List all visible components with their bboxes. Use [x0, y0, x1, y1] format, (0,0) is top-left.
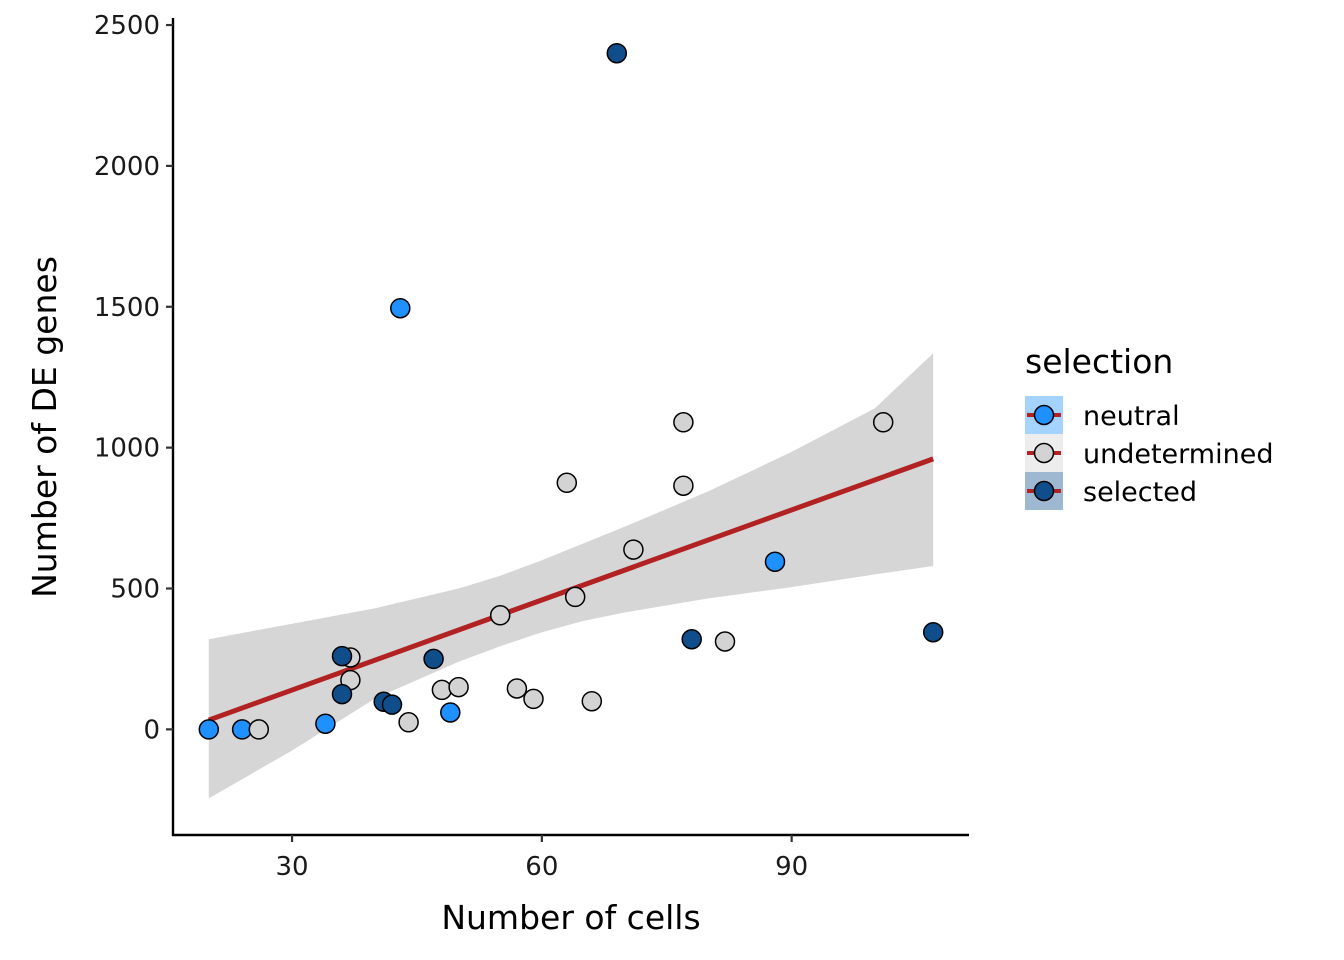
series-neutral: [198, 297, 786, 740]
data-point-neutral: [440, 702, 461, 723]
data-point-selected: [606, 42, 628, 64]
legend-item-undetermined: undetermined: [1025, 434, 1273, 472]
data-point-undetermined: [248, 719, 270, 740]
legend-label: undetermined: [1083, 439, 1273, 470]
data-point-undetermined: [398, 712, 419, 733]
series-selected: [331, 42, 944, 715]
data-point-undetermined: [556, 472, 578, 494]
data-point-neutral: [198, 719, 220, 740]
y-tick-label: 2500: [94, 11, 160, 41]
legend: selection neutral undetermined selected: [1025, 342, 1273, 510]
data-point-selected: [922, 621, 944, 643]
legend-label: selected: [1083, 477, 1197, 508]
y-tick-label: 1000: [94, 434, 160, 464]
data-point-undetermined: [714, 631, 736, 652]
legend-item-selected: selected: [1025, 472, 1197, 510]
data-point-selected: [331, 645, 353, 667]
plot-area: [198, 42, 944, 799]
legend-items: neutral undetermined selected: [1025, 396, 1273, 510]
data-point-undetermined: [872, 412, 894, 433]
series-undetermined: [248, 412, 894, 740]
data-point-undetermined: [506, 678, 528, 699]
data-point-undetermined: [489, 605, 511, 626]
legend-label: neutral: [1083, 401, 1180, 432]
data-point-undetermined: [448, 676, 469, 698]
data-point-neutral: [390, 297, 411, 319]
axes: 0 500 1000 1500 2000 2500 30 60 90: [94, 11, 969, 882]
legend-key-point: [1033, 404, 1055, 426]
x-axis-title: Number of cells: [441, 898, 700, 937]
x-axis-ticks: 30 60 90: [276, 835, 808, 882]
data-point-undetermined: [431, 679, 453, 701]
y-axis-ticks: 0 500 1000 1500 2000 2500: [94, 11, 173, 745]
data-point-undetermined: [564, 586, 586, 608]
data-point-undetermined: [673, 412, 694, 433]
x-tick-label: 90: [775, 852, 808, 882]
y-tick-label: 500: [110, 574, 160, 604]
legend-key-point: [1033, 442, 1055, 464]
data-point-undetermined: [523, 688, 544, 710]
x-tick-label: 30: [276, 852, 309, 882]
legend-key-point: [1033, 480, 1055, 502]
y-tick-label: 1500: [94, 293, 160, 323]
data-point-neutral: [764, 551, 786, 572]
data-point-selected: [681, 628, 702, 650]
data-point-undetermined: [673, 475, 694, 496]
data-points: [198, 42, 944, 740]
data-point-selected: [381, 694, 403, 715]
y-tick-label: 0: [143, 715, 160, 745]
data-point-neutral: [315, 713, 336, 734]
x-tick-label: 60: [525, 852, 558, 882]
data-point-undetermined: [581, 690, 603, 712]
confidence-band: [208, 353, 934, 799]
y-axis-title: Number of DE genes: [25, 256, 64, 598]
legend-title: selection: [1025, 342, 1173, 381]
data-point-selected: [331, 683, 353, 705]
y-tick-label: 2000: [94, 152, 160, 182]
data-point-selected: [423, 648, 444, 670]
data-point-undetermined: [623, 539, 644, 560]
legend-item-neutral: neutral: [1025, 396, 1180, 434]
